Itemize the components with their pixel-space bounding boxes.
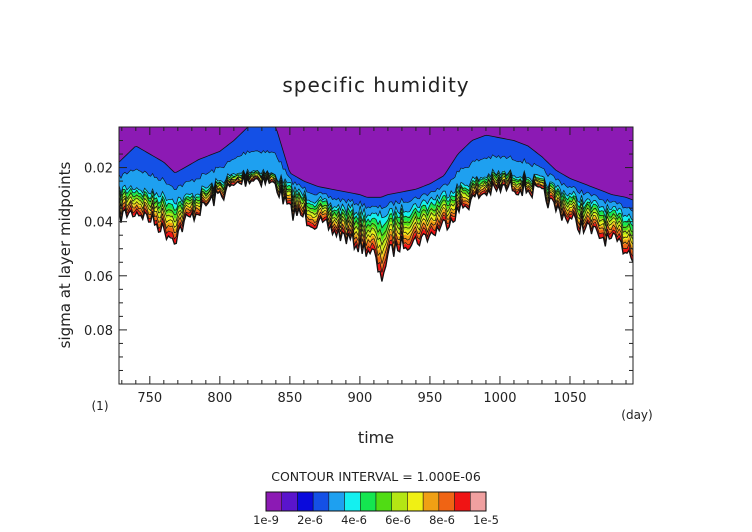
colorbar-label: 4e-6 [341, 513, 367, 527]
contour-line [119, 171, 633, 246]
region-purple [119, 127, 633, 201]
x-unit-label: (day) [621, 408, 652, 422]
colorbar-label: 1e-9 [253, 513, 279, 527]
x-tick-label: 950 [418, 391, 443, 406]
region-band-3 [119, 171, 633, 243]
y-tick-label: 0.06 [84, 270, 113, 285]
region-lightblue [119, 150, 633, 221]
colorbar-label: 2e-6 [297, 513, 323, 527]
colorbar-swatch [297, 491, 314, 512]
colorbar-swatch [375, 491, 392, 512]
y-tick-label: 0.02 [84, 162, 113, 177]
colorbar-swatch [265, 491, 282, 512]
x-tick-label: 850 [277, 391, 302, 406]
colorbar-label: 8e-6 [429, 513, 455, 527]
contour-plot [119, 127, 633, 282]
x-tick-label: 1000 [483, 391, 516, 406]
plot-frame [118, 126, 634, 385]
colorbar-swatch [281, 491, 298, 512]
y-unit-label: (1) [92, 399, 109, 413]
region-band-2 [119, 170, 633, 235]
contour-interval-label: CONTOUR INTERVAL = 1.000E-06 [271, 469, 481, 484]
region-band-1 [119, 168, 633, 227]
colorbar-swatch [422, 491, 440, 512]
contour-line [119, 174, 633, 282]
colorbar-swatch [438, 491, 455, 512]
colorbar-swatch [391, 491, 408, 512]
chart-title: specific humidity [282, 73, 469, 97]
axes: 750 800 850 900 950 1000 1050 0.02 0.04 0.06 0.08 [84, 127, 633, 406]
x-tick-label: 750 [137, 391, 162, 406]
contour-line [119, 168, 633, 222]
contour-line [119, 150, 633, 212]
y-tick-label: 0.04 [84, 216, 113, 231]
contour-line [119, 175, 633, 273]
contour-line [119, 127, 633, 201]
contour-line [119, 173, 633, 264]
colorbar-label: 1e-5 [473, 513, 499, 527]
region-band-4 [119, 172, 633, 251]
colorbar: 1e-9 2e-6 4e-6 6e-6 8e-6 1e-5 [253, 491, 499, 527]
colorbar-label: 6e-6 [385, 513, 411, 527]
colorbar-swatch [454, 491, 471, 512]
contour-line [119, 169, 633, 229]
colorbar-swatch [312, 491, 330, 512]
colorbar-swatch [328, 491, 345, 512]
colorbar-swatch [470, 491, 487, 512]
colorbar-swatch [344, 491, 361, 512]
region-band-5 [119, 172, 633, 258]
colorbar-swatch [360, 491, 377, 512]
x-axis-label: time [358, 428, 394, 447]
x-tick-label: 1050 [553, 391, 586, 406]
x-tick-label: 800 [207, 391, 232, 406]
x-tick-label: 900 [347, 391, 372, 406]
y-axis-label: sigma at layer midpoints [56, 161, 74, 348]
y-tick-label: 0.08 [84, 324, 113, 339]
contour-line [119, 172, 633, 256]
colorbar-swatch [407, 491, 424, 512]
contour-line [119, 170, 633, 237]
colorbar-frame [265, 491, 487, 512]
